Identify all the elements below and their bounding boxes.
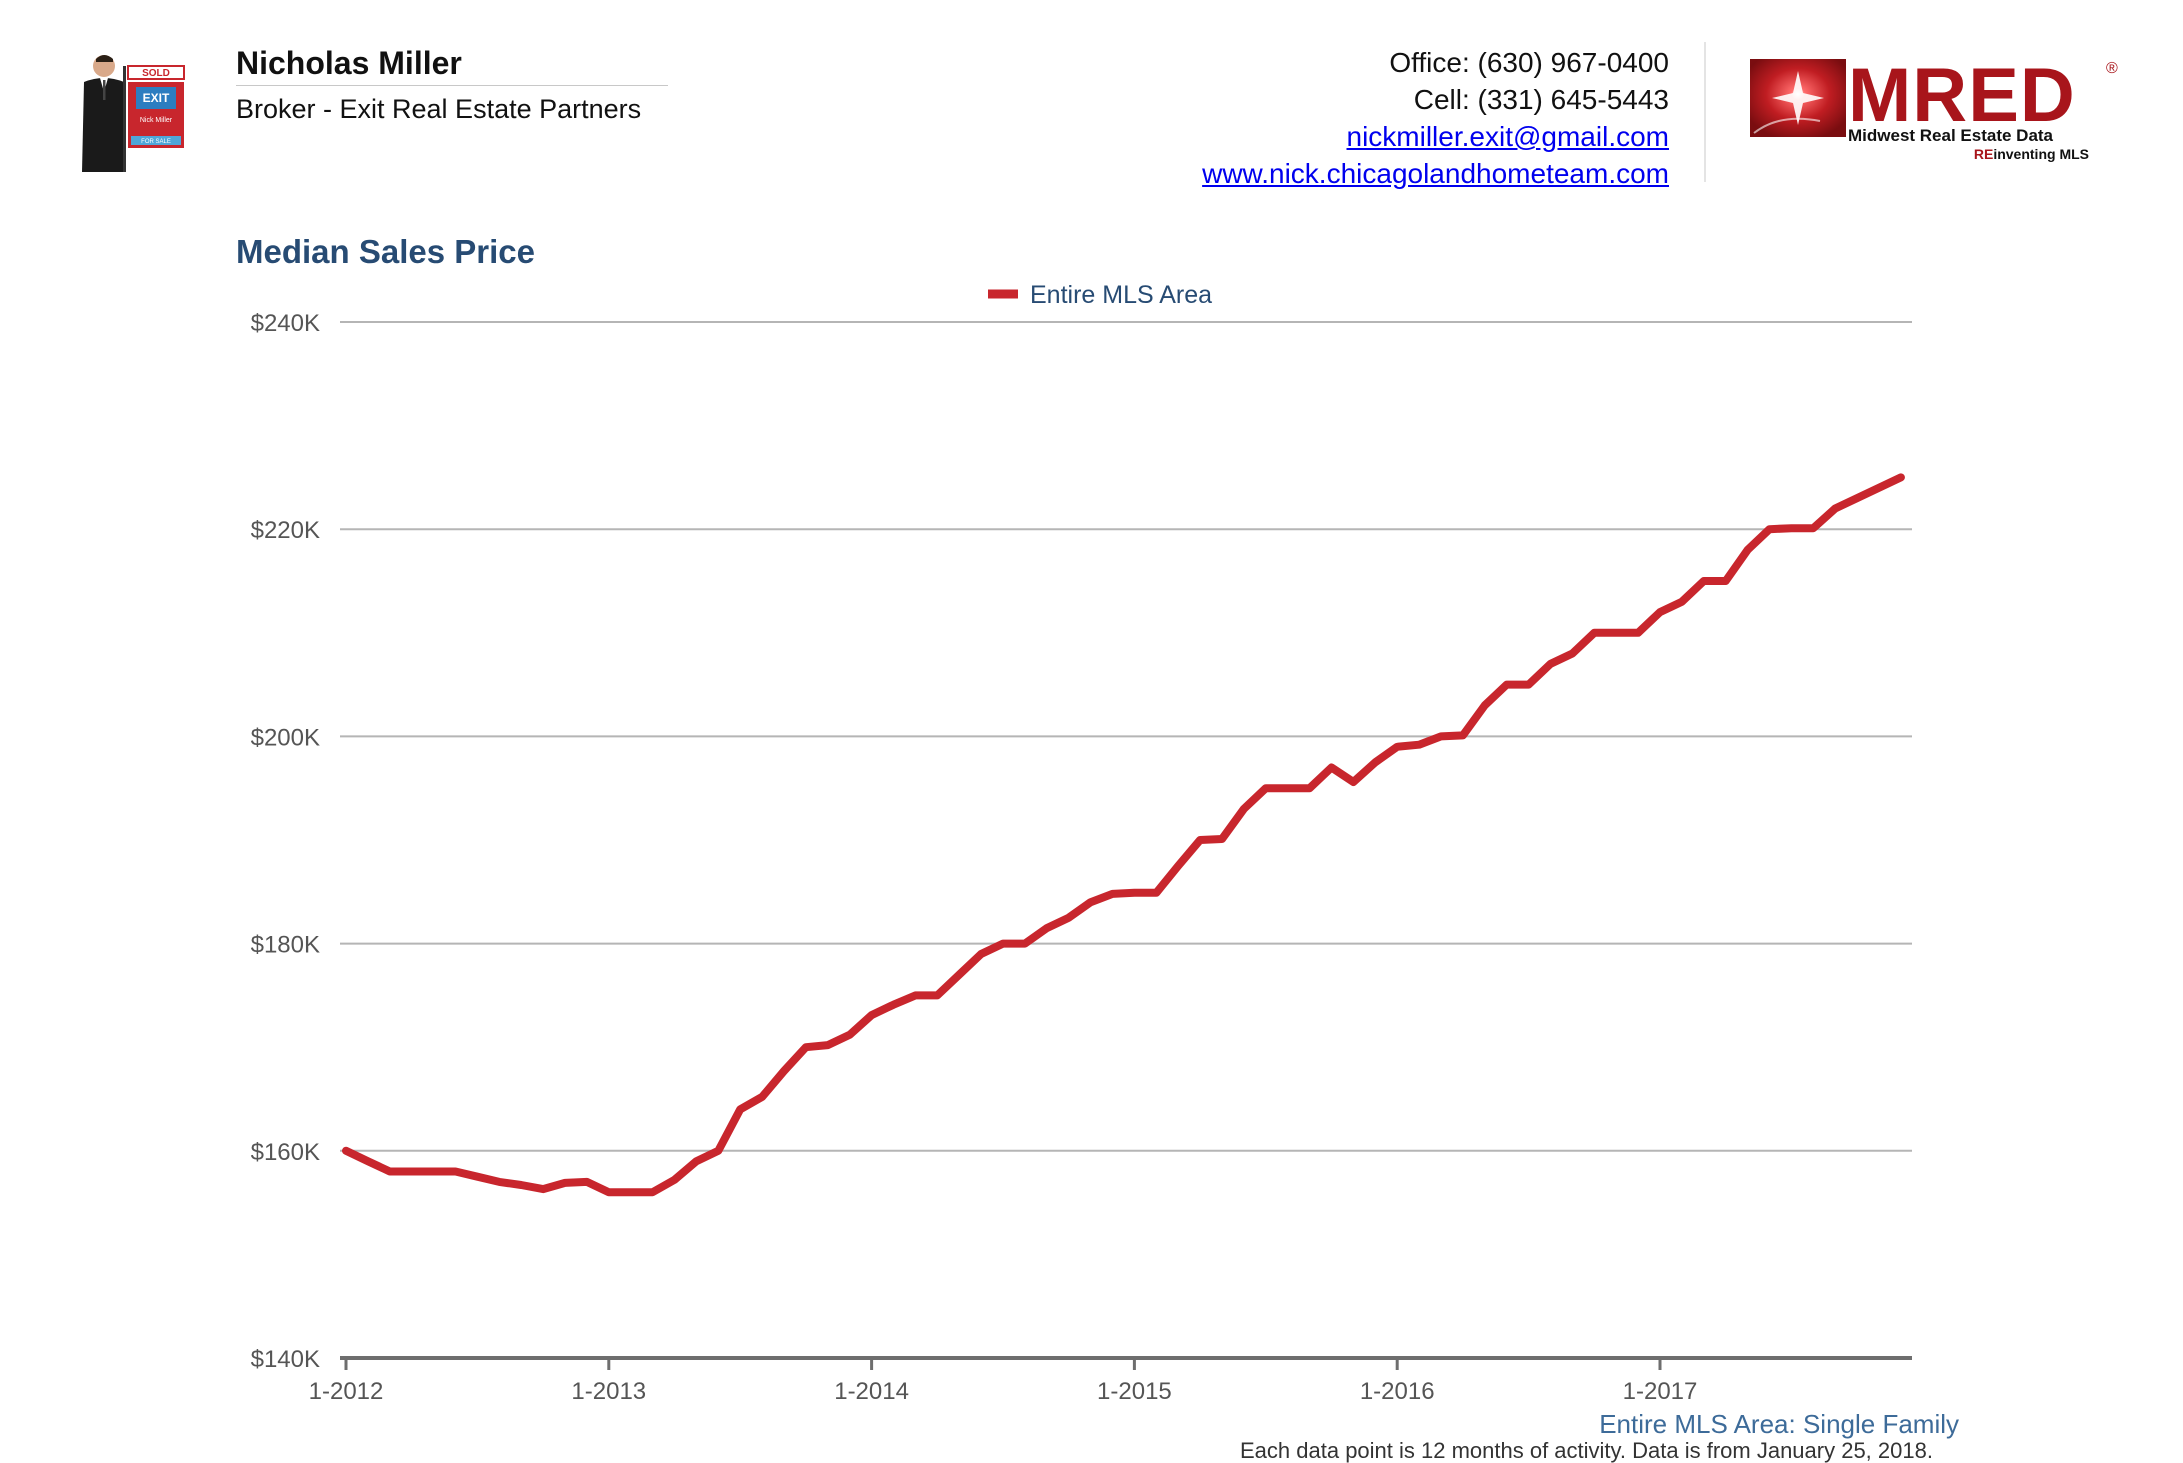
y-tick-label: $220K (251, 517, 320, 544)
chart-footnote: Entire MLS Area: Single Family (1599, 1408, 1959, 1440)
y-tick-label: $240K (251, 310, 320, 337)
y-tick-label: $200K (251, 724, 320, 751)
y-tick-label: $140K (251, 1346, 320, 1373)
x-tick-label: 1-2013 (571, 1378, 646, 1405)
x-tick-label: 1-2015 (1097, 1378, 1172, 1405)
legend-label: Entire MLS Area (1030, 281, 1212, 309)
chart-footnote-data: Each data point is 12 months of activity… (1240, 1441, 1933, 1461)
series-line-entire-mls-area (346, 477, 1901, 1192)
y-tick-label: $180K (251, 932, 320, 959)
x-tick-label: 1-2014 (834, 1378, 909, 1405)
y-tick-label: $160K (251, 1139, 320, 1166)
x-tick-label: 1-2017 (1623, 1378, 1698, 1405)
x-tick-label: 1-2016 (1360, 1378, 1435, 1405)
x-tick-label: 1-2012 (309, 1378, 384, 1405)
